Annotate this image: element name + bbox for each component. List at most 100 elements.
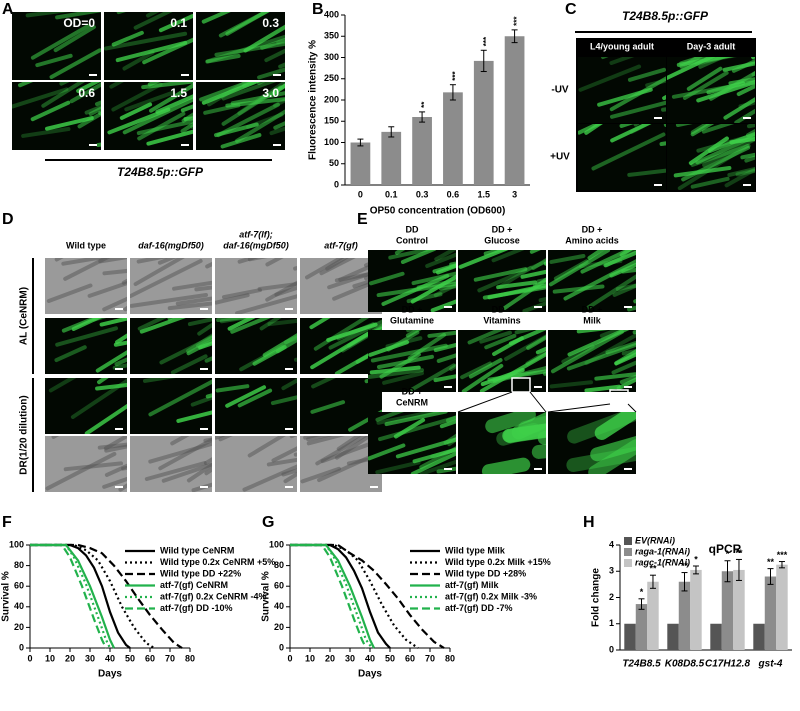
worm bbox=[137, 111, 186, 141]
worm bbox=[695, 133, 755, 165]
zoom-box bbox=[609, 389, 629, 405]
y-tick-label: 4 bbox=[609, 539, 614, 549]
worm bbox=[610, 124, 652, 143]
column-label: L4/young adult bbox=[590, 41, 654, 51]
worm bbox=[439, 419, 456, 429]
worm-outline bbox=[327, 267, 382, 290]
chart-title: qPCR bbox=[709, 542, 742, 556]
worm bbox=[690, 143, 751, 167]
worm bbox=[142, 37, 193, 65]
worm bbox=[609, 262, 636, 278]
worm bbox=[611, 360, 636, 375]
micrograph bbox=[130, 258, 212, 314]
x-tick-label: 1.5 bbox=[477, 189, 490, 199]
x-tick-label: 20 bbox=[65, 653, 75, 663]
x-tick-label: 80 bbox=[445, 653, 455, 663]
bar bbox=[667, 623, 679, 650]
worm bbox=[41, 82, 86, 108]
worm bbox=[535, 346, 546, 355]
worm bbox=[578, 124, 603, 135]
worm bbox=[627, 168, 666, 177]
worm-outline bbox=[175, 296, 212, 306]
worm bbox=[111, 82, 163, 112]
worm-outline bbox=[63, 258, 111, 281]
worm-outline bbox=[274, 285, 297, 297]
worm bbox=[259, 318, 282, 331]
worm-outline bbox=[332, 280, 377, 301]
worm bbox=[215, 384, 250, 393]
worm bbox=[170, 354, 208, 374]
worm bbox=[270, 395, 297, 406]
legend-label: Wild type 0.2x Milk +15% bbox=[445, 557, 551, 567]
worm bbox=[603, 250, 636, 268]
worm bbox=[723, 97, 755, 120]
worm bbox=[84, 403, 127, 434]
worm bbox=[107, 107, 171, 135]
error-bar bbox=[480, 49, 487, 73]
worm bbox=[498, 265, 533, 289]
worm bbox=[220, 133, 262, 149]
y-tick-label: 20 bbox=[14, 622, 24, 632]
worm bbox=[257, 67, 285, 80]
legend-label: atf-7(gf) 0.2x Milk -3% bbox=[445, 591, 537, 601]
worm bbox=[230, 91, 285, 106]
significance: * bbox=[640, 587, 644, 597]
significance: *** bbox=[513, 16, 522, 26]
worm-outline bbox=[102, 296, 127, 312]
image-label: DD + bbox=[582, 304, 603, 314]
column-label: Wild type bbox=[66, 240, 106, 250]
worm bbox=[205, 54, 241, 64]
image-label: 1.5 bbox=[170, 86, 187, 100]
worm-outline bbox=[167, 301, 212, 311]
bar bbox=[678, 581, 691, 650]
row-group-label: DR(1/20 dilution) bbox=[19, 395, 30, 474]
worm bbox=[368, 340, 410, 357]
worm bbox=[88, 106, 101, 117]
worm bbox=[115, 333, 127, 345]
worm bbox=[119, 102, 153, 120]
worm bbox=[370, 343, 448, 363]
micrograph bbox=[12, 82, 101, 150]
worm bbox=[491, 250, 525, 263]
worm-outline bbox=[102, 476, 127, 489]
worm-outline bbox=[271, 446, 297, 463]
legend-label: atf-7(gf) DD -7% bbox=[445, 603, 513, 613]
error-bar bbox=[638, 598, 645, 610]
x-tick-label: 70 bbox=[425, 653, 435, 663]
worm bbox=[225, 12, 270, 36]
significance: ** bbox=[649, 564, 657, 574]
worm-outline bbox=[136, 258, 168, 264]
worm bbox=[503, 423, 546, 444]
worm-outline bbox=[306, 436, 333, 442]
x-tick-label: 0 bbox=[287, 653, 292, 663]
worm-outline bbox=[247, 436, 286, 458]
worm bbox=[375, 412, 404, 422]
significance: ** bbox=[735, 548, 743, 558]
bar bbox=[733, 569, 745, 650]
x-tick-label: 0.3 bbox=[416, 189, 429, 199]
worm bbox=[45, 116, 94, 131]
worm bbox=[369, 271, 405, 286]
survival-curve bbox=[30, 543, 111, 649]
legend-swatch bbox=[624, 548, 632, 556]
worm bbox=[531, 444, 546, 459]
worm bbox=[481, 457, 531, 474]
worm-outline bbox=[194, 285, 212, 292]
worm bbox=[407, 332, 447, 360]
x-axis-label: OP50 concentration (OD600) bbox=[370, 206, 506, 217]
worm-outline bbox=[172, 280, 212, 291]
worm bbox=[55, 12, 101, 20]
worm bbox=[139, 318, 186, 334]
worm bbox=[388, 250, 435, 260]
bar bbox=[504, 36, 525, 185]
worm bbox=[412, 447, 456, 464]
worm bbox=[563, 259, 636, 301]
x-tick-label: T24B8.5 bbox=[622, 659, 661, 670]
worm bbox=[740, 152, 755, 160]
worm bbox=[496, 280, 538, 290]
micrograph bbox=[578, 57, 666, 123]
worm bbox=[198, 341, 212, 350]
worm bbox=[115, 40, 188, 63]
worm bbox=[310, 331, 370, 370]
x-tick-label: 30 bbox=[345, 653, 355, 663]
